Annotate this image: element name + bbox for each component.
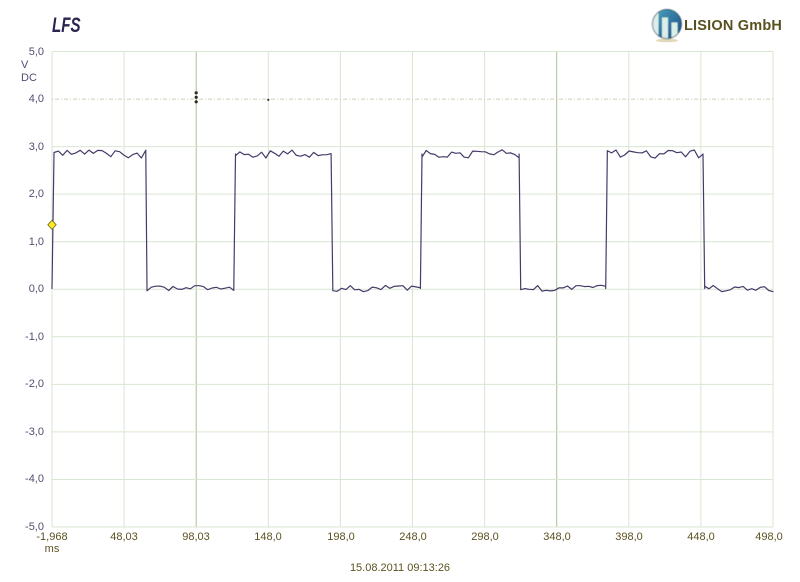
- svg-text:LISION GmbH: LISION GmbH: [684, 18, 782, 34]
